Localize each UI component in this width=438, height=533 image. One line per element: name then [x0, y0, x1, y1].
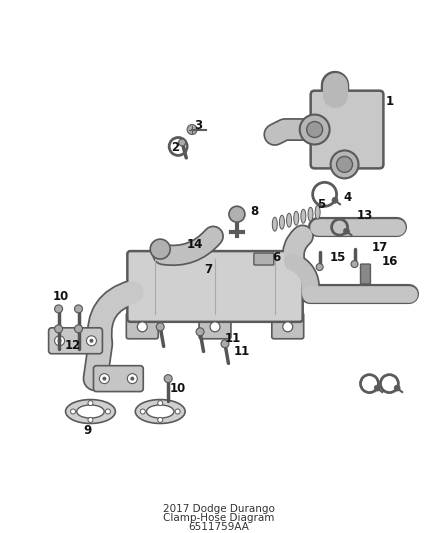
Circle shape	[99, 374, 110, 384]
FancyBboxPatch shape	[126, 313, 158, 339]
Ellipse shape	[272, 217, 277, 231]
Circle shape	[331, 150, 358, 179]
Circle shape	[71, 409, 75, 414]
Text: 7: 7	[204, 263, 212, 276]
Circle shape	[221, 340, 229, 348]
Text: 1: 1	[385, 95, 393, 108]
Ellipse shape	[308, 207, 313, 221]
Ellipse shape	[279, 215, 284, 229]
Circle shape	[55, 325, 63, 333]
Text: 12: 12	[64, 339, 81, 352]
Circle shape	[140, 409, 145, 414]
FancyBboxPatch shape	[254, 253, 274, 265]
Ellipse shape	[301, 209, 306, 223]
Circle shape	[55, 336, 64, 346]
Circle shape	[106, 409, 110, 414]
Circle shape	[316, 263, 323, 271]
Text: 4: 4	[343, 191, 352, 204]
Text: 17: 17	[371, 240, 388, 254]
Circle shape	[74, 305, 82, 313]
Circle shape	[196, 328, 204, 336]
FancyBboxPatch shape	[127, 251, 303, 322]
Ellipse shape	[286, 213, 292, 227]
Circle shape	[131, 377, 134, 381]
Text: 8: 8	[251, 205, 259, 218]
Text: 9: 9	[83, 424, 92, 437]
Circle shape	[300, 115, 330, 144]
Ellipse shape	[147, 405, 174, 418]
Text: 6: 6	[273, 251, 281, 264]
Circle shape	[158, 417, 162, 422]
Text: 11: 11	[234, 345, 250, 358]
Text: 11: 11	[225, 332, 241, 345]
Circle shape	[283, 322, 293, 332]
Circle shape	[336, 156, 353, 172]
Circle shape	[55, 305, 63, 313]
Text: 2: 2	[171, 141, 179, 154]
FancyBboxPatch shape	[93, 366, 143, 392]
Circle shape	[74, 325, 82, 333]
Circle shape	[229, 206, 245, 222]
Ellipse shape	[77, 405, 104, 418]
Text: 16: 16	[381, 255, 398, 268]
Circle shape	[394, 385, 400, 391]
FancyBboxPatch shape	[49, 328, 102, 354]
Circle shape	[102, 377, 106, 381]
Text: 10: 10	[170, 382, 186, 395]
Circle shape	[127, 374, 137, 384]
Circle shape	[332, 197, 338, 203]
Circle shape	[57, 339, 62, 343]
Text: 10: 10	[53, 290, 69, 303]
Text: 6511759AA: 6511759AA	[189, 522, 249, 532]
FancyBboxPatch shape	[360, 264, 371, 284]
Circle shape	[89, 339, 93, 343]
Circle shape	[156, 323, 164, 331]
Text: 5: 5	[318, 198, 326, 211]
Ellipse shape	[66, 400, 115, 424]
Circle shape	[179, 139, 186, 146]
Text: 15: 15	[329, 251, 346, 264]
Circle shape	[158, 401, 162, 406]
FancyBboxPatch shape	[272, 313, 304, 339]
Text: 13: 13	[357, 209, 373, 222]
Circle shape	[374, 385, 380, 391]
Circle shape	[307, 122, 323, 138]
Circle shape	[187, 125, 197, 134]
Circle shape	[88, 401, 93, 406]
FancyBboxPatch shape	[199, 313, 231, 339]
Ellipse shape	[135, 400, 185, 424]
Ellipse shape	[315, 205, 320, 219]
FancyBboxPatch shape	[311, 91, 383, 168]
Circle shape	[164, 375, 172, 383]
Circle shape	[175, 409, 180, 414]
Circle shape	[210, 322, 220, 332]
Text: 2017 Dodge Durango: 2017 Dodge Durango	[163, 504, 275, 514]
Circle shape	[88, 417, 93, 422]
Circle shape	[86, 336, 96, 346]
Ellipse shape	[294, 211, 299, 225]
Circle shape	[343, 228, 350, 234]
Text: 3: 3	[194, 119, 202, 132]
Circle shape	[351, 261, 358, 268]
Circle shape	[150, 239, 170, 259]
Text: Clamp-Hose Diagram: Clamp-Hose Diagram	[163, 513, 275, 523]
Circle shape	[137, 322, 147, 332]
Text: 14: 14	[187, 238, 203, 251]
